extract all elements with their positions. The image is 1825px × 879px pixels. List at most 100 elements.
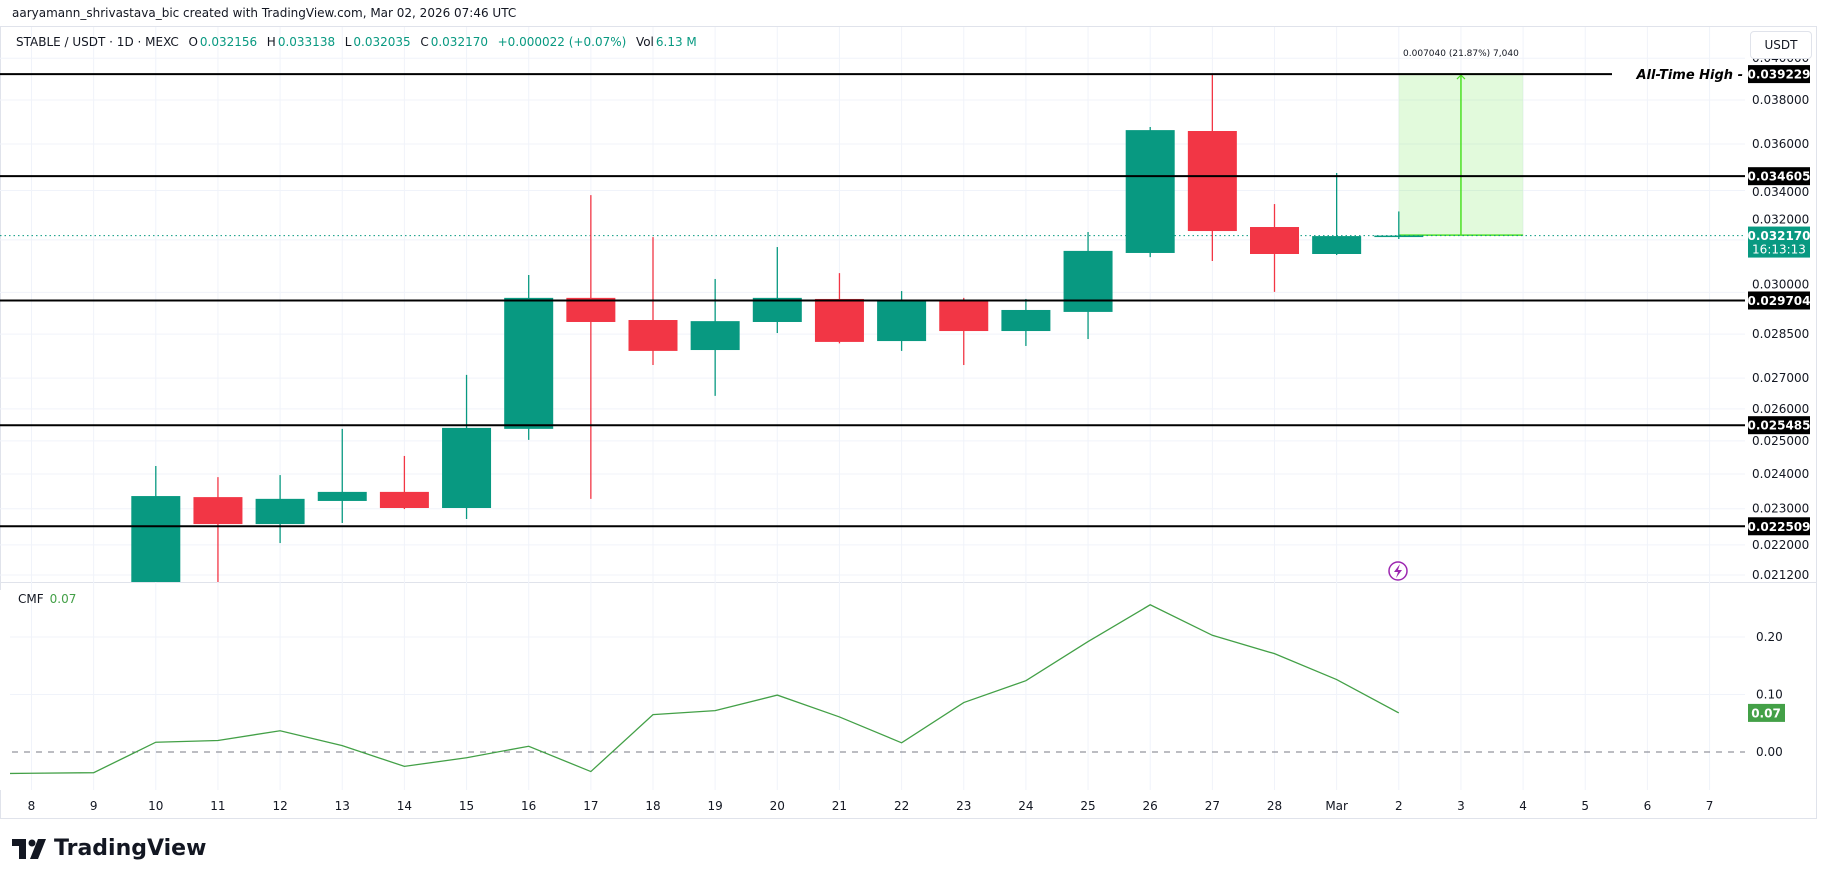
close-label: C (420, 35, 429, 49)
x-tick-label: 8 (28, 799, 36, 813)
level-price-box (1748, 167, 1810, 186)
level-price-label: 0.025485 (1747, 419, 1810, 433)
level-price-label: 0.022509 (1747, 520, 1810, 534)
y-tick-label: 0.034000 (1752, 185, 1809, 199)
high-label: H (266, 35, 276, 49)
logo-text: TradingView (54, 836, 207, 861)
x-tick-label: 22 (894, 799, 909, 813)
currency-button[interactable]: USDT (1750, 31, 1812, 59)
cmf-name: CMF (18, 592, 44, 606)
level-price-label: 0.034605 (1747, 170, 1810, 184)
x-tick-label: 6 (1644, 799, 1652, 813)
x-tick-label: 20 (770, 799, 785, 813)
symbol-name[interactable]: STABLE / USDT · 1D · MEXC (16, 35, 179, 49)
cmf-tick-label: 0.00 (1756, 745, 1783, 759)
open-label: O (188, 35, 198, 49)
x-tick-label: 5 (1581, 799, 1589, 813)
y-tick-label: 0.038000 (1752, 93, 1809, 107)
level-price-label: 0.029704 (1747, 294, 1810, 308)
close-value: 0.032170 (430, 35, 488, 49)
x-tick-label: 21 (832, 799, 847, 813)
candle-body (131, 496, 181, 582)
level-price-label: 0.039229 (1747, 68, 1810, 82)
tradingview-logo-icon (12, 838, 46, 859)
x-tick-label: 3 (1457, 799, 1465, 813)
y-tick-label: 0.024000 (1752, 467, 1809, 481)
candle-body (1063, 250, 1113, 312)
x-tick-label: 18 (645, 799, 660, 813)
x-tick-label: Mar (1325, 799, 1348, 813)
y-tick-label: 0.030000 (1752, 277, 1809, 291)
candle-body (255, 498, 305, 525)
x-tick-label: 9 (90, 799, 98, 813)
cmf-tick-label: 0.20 (1756, 630, 1783, 644)
x-tick-label: 19 (708, 799, 723, 813)
candle-body (814, 298, 864, 342)
x-tick-label: 16 (521, 799, 536, 813)
x-tick-label: 24 (1018, 799, 1033, 813)
last-price-box (1748, 226, 1810, 258)
tradingview-logo: TradingView (12, 836, 206, 861)
cmf-value-box (1748, 703, 1785, 722)
low-label: L (344, 35, 352, 49)
volume-label: Vol (635, 35, 654, 49)
candle-body (939, 300, 989, 332)
x-tick-label: 2 (1395, 799, 1403, 813)
x-tick-label: 26 (1143, 799, 1158, 813)
cmf-tick-label: 0.10 (1756, 688, 1783, 702)
cmf-left-mask (0, 590, 10, 790)
cmf-line (0, 604, 1400, 775)
candle-body (1250, 227, 1299, 254)
volume-value: 6.13 M (655, 35, 697, 49)
candle-body (690, 321, 740, 351)
y-tick-label: 0.022000 (1752, 538, 1809, 552)
cmf-legend: CMF 0.07 (18, 592, 76, 606)
x-tick-label: 12 (272, 799, 287, 813)
x-tick-label: 17 (583, 799, 598, 813)
x-tick-label: 7 (1706, 799, 1714, 813)
candle-body (566, 297, 616, 322)
candle-body (1125, 130, 1175, 253)
candle-body (1312, 236, 1362, 254)
candle-body (877, 300, 927, 342)
high-value: 0.033138 (277, 35, 336, 49)
x-tick-label: 14 (397, 799, 412, 813)
candle-body (504, 297, 554, 429)
y-tick-label: 0.028500 (1752, 327, 1809, 341)
y-tick-label: 0.021200 (1752, 568, 1809, 582)
candle-body (193, 497, 243, 525)
level-price-box (1748, 416, 1810, 435)
level-price-box (1748, 291, 1810, 310)
cmf-value: 0.07 (49, 592, 77, 606)
x-tick-label: 15 (459, 799, 474, 813)
x-tick-label: 10 (148, 799, 163, 813)
candle-body (442, 427, 492, 508)
x-tick-label: 23 (956, 799, 971, 813)
attribution: aaryamann_shrivastava_bic created with T… (12, 6, 517, 20)
candle-body (379, 491, 429, 508)
countdown-label: 16:13:13 (1752, 243, 1806, 257)
y-tick-label: 0.025000 (1752, 434, 1809, 448)
y-tick-label: 0.036000 (1752, 137, 1809, 151)
last-price-label: 0.032170 (1747, 229, 1810, 243)
change-value: +0.000022 (+0.07%) (497, 35, 627, 49)
measure-arrow-head-icon (1456, 74, 1466, 80)
cmf-value-label: 0.07 (1751, 706, 1781, 720)
y-tick-label: 0.023000 (1752, 502, 1809, 516)
lightning-icon-bolt (1394, 564, 1402, 578)
x-tick-label: 4 (1519, 799, 1527, 813)
ath-annotation: All-Time High - (1636, 68, 1744, 83)
symbol-legend: STABLE / USDT · 1D · MEXC O 0.032156 H 0.0… (16, 35, 699, 49)
candle-body (1001, 309, 1051, 332)
lightning-icon[interactable] (1388, 561, 1408, 581)
open-value: 0.032156 (199, 35, 258, 49)
x-tick-label: 28 (1267, 799, 1282, 813)
level-price-box (1748, 65, 1810, 84)
candles (131, 74, 1424, 582)
x-tick-label: 27 (1205, 799, 1220, 813)
measure-label: 0.007040 (21.87%) 7,040 (1403, 49, 1519, 59)
candle-body (317, 491, 367, 501)
candle-body (628, 320, 678, 351)
candle-body (1187, 131, 1237, 232)
